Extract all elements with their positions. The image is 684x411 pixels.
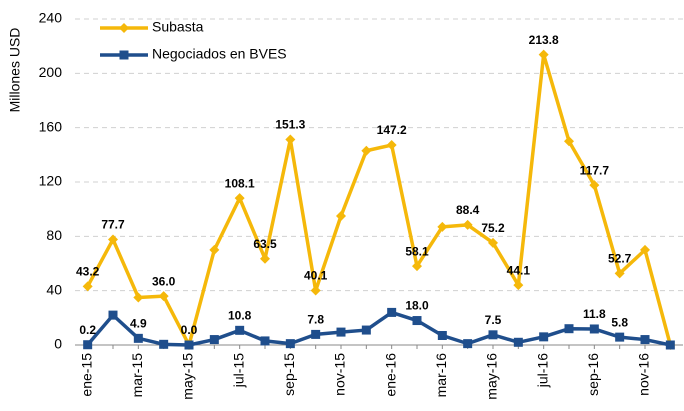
y-tick-label: 240 — [39, 10, 63, 26]
data-label: 88.4 — [456, 203, 480, 217]
x-tick-label: nov-16 — [636, 353, 652, 396]
marker — [108, 310, 118, 320]
x-tick-label: jul-16 — [534, 353, 550, 388]
data-label: 77.7 — [101, 218, 125, 232]
marker — [83, 340, 93, 350]
x-tick-label: jul-15 — [230, 353, 246, 388]
data-label: 52.7 — [608, 252, 632, 266]
y-tick-label: 80 — [46, 227, 62, 243]
marker — [159, 339, 169, 349]
data-label: 36.0 — [152, 274, 176, 288]
data-label: 117.7 — [580, 163, 610, 177]
data-label: 58.1 — [405, 244, 429, 258]
y-tick-label: 40 — [46, 281, 62, 297]
marker — [513, 280, 524, 291]
data-label: 5.8 — [611, 315, 628, 329]
legend-marker — [119, 50, 129, 60]
marker — [665, 340, 675, 350]
x-tick-label: nov-15 — [332, 353, 348, 396]
marker — [412, 316, 422, 326]
marker — [387, 307, 397, 317]
marker — [640, 335, 650, 345]
marker — [462, 219, 473, 230]
marker — [108, 234, 118, 245]
marker — [564, 136, 574, 147]
data-label: 4.9 — [130, 317, 147, 331]
data-label: 44.1 — [507, 263, 531, 277]
series-line — [86, 52, 673, 347]
marker — [513, 337, 523, 347]
marker — [336, 210, 346, 221]
data-label: 108.1 — [225, 176, 255, 190]
marker — [488, 237, 498, 248]
data-label: 213.8 — [529, 33, 559, 47]
marker — [539, 332, 549, 342]
marker — [336, 327, 346, 337]
marker — [158, 291, 169, 302]
data-label: 40.1 — [304, 269, 328, 283]
y-tick-label: 0 — [54, 336, 62, 352]
marker — [234, 193, 245, 204]
marker — [412, 261, 422, 272]
marker — [260, 253, 270, 264]
marker — [133, 333, 143, 343]
marker — [488, 330, 498, 340]
x-tick-label: mar-16 — [433, 353, 449, 398]
marker — [614, 268, 625, 279]
marker — [260, 336, 270, 346]
marker — [589, 180, 600, 191]
data-label: 0.0 — [181, 323, 198, 337]
marker — [209, 244, 220, 255]
marker — [615, 332, 625, 342]
legend-label: Negociados en BVES — [152, 46, 287, 62]
marker — [437, 330, 447, 340]
marker — [133, 292, 144, 303]
marker — [386, 140, 397, 151]
x-tick-label: mar-15 — [129, 353, 145, 398]
data-label: 75.2 — [481, 221, 505, 235]
data-label: 7.8 — [307, 313, 324, 327]
x-tick-label: may-16 — [484, 353, 500, 400]
x-tick-label: sep-15 — [281, 353, 297, 396]
marker — [311, 329, 321, 339]
y-tick-label: 160 — [39, 118, 63, 134]
legend-marker — [119, 23, 129, 33]
marker — [538, 49, 549, 60]
marker — [235, 325, 245, 335]
data-label: 11.8 — [583, 307, 606, 321]
marker — [285, 134, 296, 145]
marker — [184, 340, 194, 350]
marker — [640, 244, 650, 255]
marker — [361, 145, 372, 156]
data-label: 63.5 — [253, 237, 277, 251]
data-label: 7.5 — [485, 313, 502, 327]
data-label: 43.2 — [76, 264, 100, 278]
x-tick-label: ene-16 — [382, 353, 398, 397]
x-tick-label: sep-16 — [585, 353, 601, 396]
marker — [463, 339, 473, 349]
data-label: 151.3 — [275, 118, 305, 132]
x-tick-label: ene-15 — [78, 353, 94, 397]
data-label: 10.8 — [228, 309, 252, 323]
marker — [564, 324, 574, 334]
marker — [209, 335, 219, 345]
y-tick-label: 200 — [39, 64, 63, 80]
y-axis-label: Millones USD — [7, 28, 23, 113]
marker — [361, 325, 371, 335]
marker — [589, 324, 599, 334]
marker — [82, 281, 93, 292]
legend-label: Subasta — [152, 19, 204, 35]
marker — [437, 221, 448, 232]
marker — [285, 339, 295, 349]
data-label: 147.2 — [377, 123, 407, 137]
y-tick-label: 120 — [39, 173, 63, 189]
data-label: 18.0 — [405, 299, 429, 313]
x-tick-label: may-15 — [180, 353, 196, 400]
marker — [310, 285, 321, 296]
data-label: 0.2 — [79, 323, 96, 337]
